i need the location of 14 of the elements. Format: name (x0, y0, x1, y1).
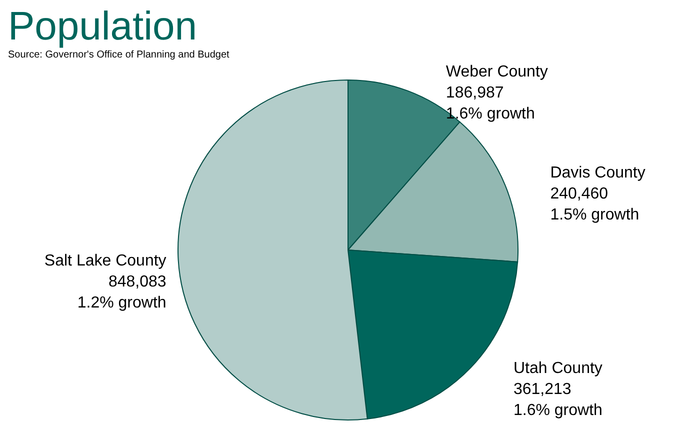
slice-label: Davis County (550, 164, 646, 182)
slice-label: Weber County (446, 64, 548, 81)
text: 1.2% growth (77, 294, 166, 312)
text: 1.5% growth (550, 206, 640, 224)
text: 1.6% growth (513, 402, 602, 419)
slice-label: Salt Lake County (44, 252, 166, 270)
data-label: 186,987 (446, 84, 504, 102)
source-note: Source: Governor's Office of Planning and Budget (8, 50, 230, 61)
text: 1.6% growth (446, 106, 535, 123)
data-label: 240,460 (550, 186, 608, 203)
data-label: 361,213 (513, 380, 572, 398)
chart-title: Population (8, 4, 198, 49)
data-label: 848,083 (108, 273, 166, 290)
slice-label: Utah County (513, 360, 602, 377)
